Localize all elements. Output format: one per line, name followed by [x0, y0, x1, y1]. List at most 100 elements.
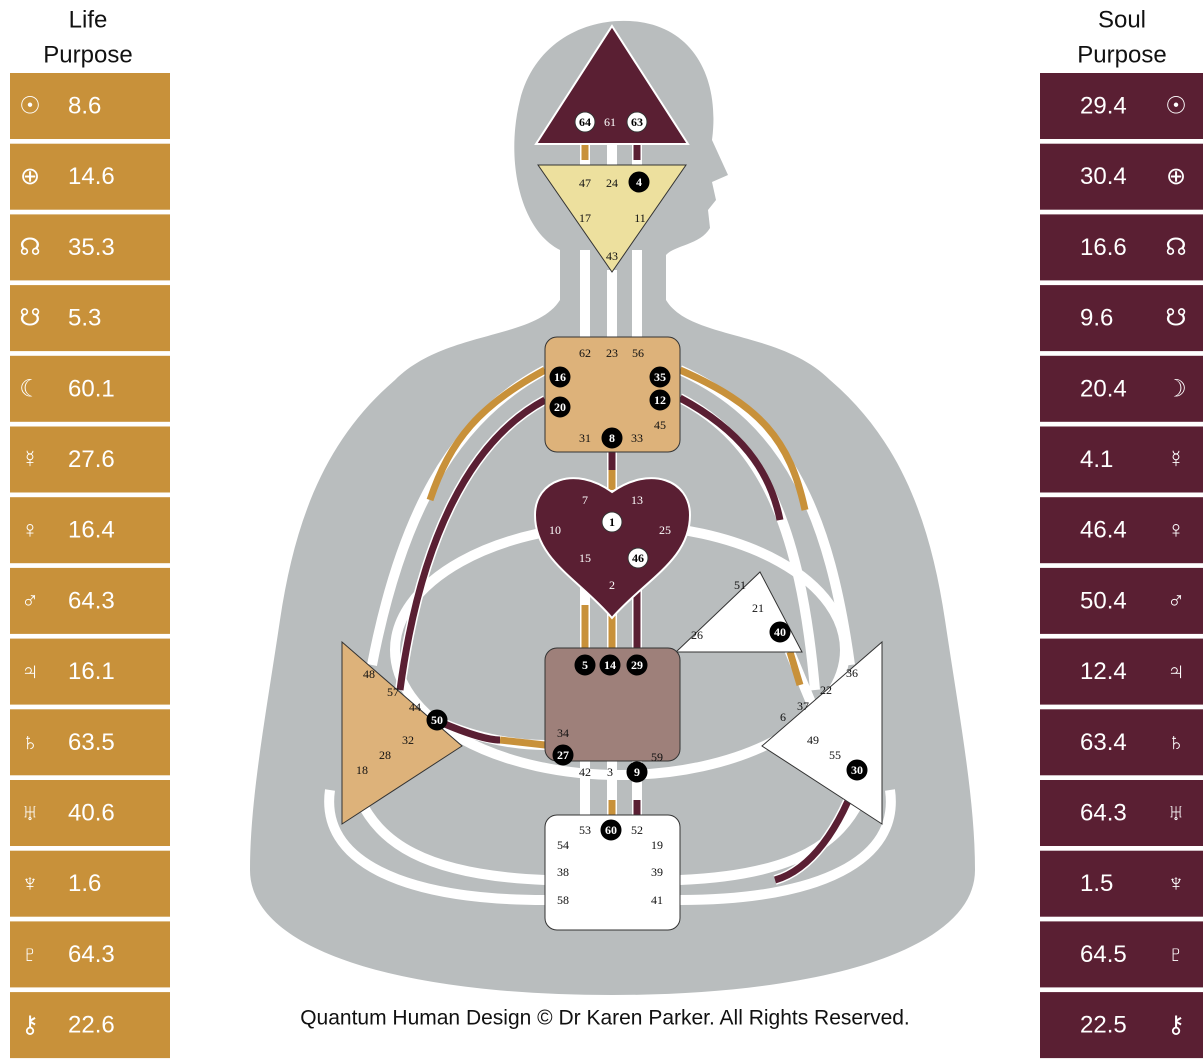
planet-symbol: ♄ [21, 729, 39, 756]
gate-number: 35 [654, 370, 666, 384]
gate-number: 31 [579, 431, 591, 445]
gate-number: 43 [606, 249, 618, 263]
planet-symbol: ⚷ [1167, 1012, 1185, 1039]
planet-symbol: ☉ [19, 93, 41, 120]
planet-symbol: ♄ [1167, 729, 1185, 756]
gate-number: 18 [356, 763, 368, 777]
gate-number: 50 [431, 713, 443, 727]
gate-number: 8 [609, 431, 615, 445]
gate-number: 9 [634, 765, 640, 779]
planet-symbol: ♇ [21, 941, 39, 968]
gate-number: 41 [651, 893, 663, 907]
gate-number: 38 [557, 865, 569, 879]
gate-line: 1.6 [68, 870, 101, 897]
gate-number: 26 [691, 628, 703, 642]
planet-symbol: ♃ [21, 658, 39, 685]
column-title: Soul [1098, 7, 1146, 34]
gate-number: 11 [634, 211, 646, 225]
gate-line: 46.4 [1080, 517, 1127, 544]
planet-symbol: ☋ [1165, 305, 1186, 332]
gate-number: 23 [606, 346, 618, 360]
gate-number: 37 [797, 699, 809, 713]
gate-number: 1 [609, 515, 615, 529]
gate-number: 14 [604, 658, 616, 672]
column-title: Purpose [43, 42, 132, 69]
planet-symbol: ♅ [1167, 800, 1185, 827]
gate-line: 16.1 [68, 658, 115, 685]
planet-symbol: ♅ [21, 800, 39, 827]
gate-number: 61 [604, 115, 616, 129]
gate-line: 12.4 [1080, 658, 1127, 685]
planet-symbol: ♀ [21, 517, 39, 544]
gate-number: 60 [605, 823, 617, 837]
planet-symbol: ☋ [19, 305, 40, 332]
gate-number: 40 [774, 625, 786, 639]
planet-symbol: ♀ [1167, 517, 1185, 544]
gate-number: 58 [557, 893, 569, 907]
gate-number: 4 [636, 175, 642, 189]
gate-number: 27 [557, 748, 569, 762]
gate-number: 63 [631, 115, 643, 129]
gate-number: 52 [631, 823, 643, 837]
gate-line: 5.3 [68, 305, 101, 332]
gate-number: 29 [631, 658, 643, 672]
gate-number: 15 [579, 551, 591, 565]
gate-number: 55 [829, 748, 841, 762]
gate-number: 33 [631, 431, 643, 445]
gate-line: 60.1 [68, 375, 115, 402]
gate-line: 63.4 [1080, 729, 1127, 756]
gate-number: 2 [609, 578, 615, 592]
gate-number: 45 [654, 418, 666, 432]
planet-symbol: ☉ [1165, 93, 1187, 120]
gate-line: 50.4 [1080, 587, 1127, 614]
gate-number: 7 [582, 493, 588, 507]
gate-line: 27.6 [68, 446, 115, 473]
planet-symbol: ⊕ [1166, 163, 1186, 190]
gate-line: 16.4 [68, 517, 115, 544]
gate-line: 29.4 [1080, 93, 1127, 120]
gate-line: 30.4 [1080, 163, 1127, 190]
gate-number: 16 [554, 370, 566, 384]
gate-number: 46 [632, 551, 644, 565]
planet-symbol: ♆ [21, 870, 39, 897]
planet-symbol: ⊕ [20, 163, 40, 190]
gate-number: 28 [379, 748, 391, 762]
planet-symbol: ♆ [1167, 870, 1185, 897]
planet-symbol: ☊ [1165, 234, 1186, 261]
planet-symbol: ♂ [21, 587, 39, 614]
gate-number: 51 [734, 578, 746, 592]
gate-number: 19 [651, 838, 663, 852]
gate-line: 4.1 [1080, 446, 1113, 473]
gate-number: 30 [851, 763, 863, 777]
gate-number: 25 [659, 523, 671, 537]
gate-number: 32 [402, 733, 414, 747]
gate-number: 36 [846, 666, 858, 680]
gate-line: 64.3 [1080, 800, 1127, 827]
gate-line: 64.3 [68, 941, 115, 968]
gate-line: 64.5 [1080, 941, 1127, 968]
gate-number: 13 [631, 493, 643, 507]
gate-number: 6 [780, 710, 786, 724]
gate-line: 16.6 [1080, 234, 1127, 261]
gate-line: 40.6 [68, 800, 115, 827]
gate-line: 1.5 [1080, 870, 1113, 897]
gate-line: 35.3 [68, 234, 115, 261]
gate-number: 34 [557, 726, 569, 740]
gate-number: 56 [632, 346, 644, 360]
planet-symbol: ☽ [1165, 375, 1187, 402]
gate-number: 57 [387, 685, 399, 699]
gate-line: 20.4 [1080, 375, 1127, 402]
gate-number: 54 [557, 838, 569, 852]
gate-number: 21 [752, 601, 764, 615]
gate-number: 49 [807, 733, 819, 747]
gate-line: 9.6 [1080, 305, 1113, 332]
planet-symbol: ♂ [1167, 587, 1185, 614]
planet-symbol: ☾ [19, 375, 41, 402]
gate-number: 53 [579, 823, 591, 837]
gate-number: 3 [607, 765, 613, 779]
gate-number: 44 [409, 700, 421, 714]
gate-number: 39 [651, 865, 663, 879]
gate-line: 22.5 [1080, 1012, 1127, 1039]
gate-number: 22 [820, 683, 832, 697]
planet-symbol: ⚷ [21, 1012, 39, 1039]
